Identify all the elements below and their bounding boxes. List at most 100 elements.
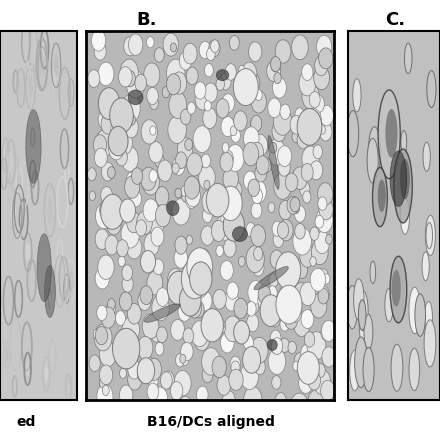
Circle shape	[427, 71, 436, 107]
Circle shape	[308, 371, 320, 390]
Circle shape	[297, 131, 309, 149]
Circle shape	[216, 214, 234, 240]
Circle shape	[107, 214, 121, 235]
Circle shape	[177, 137, 193, 160]
Circle shape	[101, 194, 124, 229]
Circle shape	[137, 358, 154, 384]
Circle shape	[172, 157, 185, 175]
Circle shape	[162, 87, 170, 98]
Circle shape	[271, 340, 280, 354]
Circle shape	[322, 320, 336, 341]
Circle shape	[128, 34, 143, 55]
Circle shape	[280, 338, 290, 352]
Circle shape	[319, 122, 332, 141]
Circle shape	[321, 380, 334, 401]
Circle shape	[144, 63, 160, 87]
Circle shape	[120, 59, 138, 86]
Ellipse shape	[216, 70, 229, 81]
Circle shape	[244, 350, 260, 373]
Circle shape	[297, 109, 322, 145]
Circle shape	[178, 302, 191, 321]
Circle shape	[170, 280, 183, 299]
Circle shape	[211, 220, 226, 242]
Circle shape	[285, 173, 298, 191]
Circle shape	[293, 312, 310, 337]
Circle shape	[311, 294, 327, 318]
Text: B16/DCs aligned: B16/DCs aligned	[147, 415, 275, 429]
Circle shape	[92, 30, 106, 51]
Circle shape	[314, 66, 330, 90]
Circle shape	[172, 163, 179, 174]
Circle shape	[94, 148, 107, 167]
Circle shape	[270, 143, 277, 153]
Circle shape	[271, 57, 281, 72]
Circle shape	[94, 324, 112, 351]
Circle shape	[115, 311, 125, 326]
Circle shape	[202, 367, 213, 383]
Circle shape	[157, 327, 167, 343]
Circle shape	[238, 257, 245, 267]
Circle shape	[230, 182, 242, 199]
Circle shape	[101, 187, 113, 204]
Circle shape	[99, 341, 117, 367]
Circle shape	[148, 373, 158, 388]
Circle shape	[70, 185, 72, 198]
Circle shape	[229, 36, 239, 50]
Circle shape	[238, 66, 245, 74]
Circle shape	[223, 209, 245, 241]
Circle shape	[161, 372, 172, 389]
Circle shape	[249, 42, 262, 62]
Circle shape	[310, 268, 326, 291]
Circle shape	[290, 393, 308, 421]
Circle shape	[359, 300, 366, 330]
Circle shape	[353, 79, 361, 112]
Text: ed: ed	[17, 415, 36, 429]
Circle shape	[118, 256, 125, 267]
Circle shape	[127, 304, 141, 324]
Circle shape	[128, 360, 141, 379]
Circle shape	[278, 146, 292, 167]
Circle shape	[98, 255, 114, 279]
Circle shape	[243, 335, 253, 350]
Circle shape	[368, 127, 381, 176]
Circle shape	[183, 43, 197, 64]
Circle shape	[294, 352, 306, 370]
Circle shape	[178, 396, 192, 417]
Circle shape	[181, 186, 188, 197]
Circle shape	[117, 240, 128, 257]
Circle shape	[278, 286, 291, 306]
Circle shape	[394, 149, 412, 223]
Ellipse shape	[390, 151, 407, 206]
Circle shape	[273, 108, 292, 135]
Circle shape	[304, 332, 315, 347]
Circle shape	[174, 370, 191, 396]
Circle shape	[224, 239, 236, 257]
Circle shape	[221, 117, 235, 137]
Circle shape	[314, 369, 330, 395]
Circle shape	[250, 142, 264, 162]
Circle shape	[227, 282, 238, 299]
Circle shape	[276, 285, 302, 324]
Circle shape	[363, 347, 374, 392]
Circle shape	[6, 348, 8, 362]
Circle shape	[274, 173, 291, 199]
Circle shape	[142, 169, 159, 195]
Ellipse shape	[128, 90, 143, 105]
Circle shape	[240, 363, 259, 389]
Circle shape	[52, 69, 56, 90]
Circle shape	[155, 342, 164, 356]
Circle shape	[128, 369, 142, 390]
Circle shape	[155, 205, 170, 227]
Circle shape	[201, 226, 214, 246]
Circle shape	[301, 345, 312, 361]
Circle shape	[26, 361, 29, 377]
Circle shape	[299, 372, 313, 393]
Circle shape	[251, 115, 262, 132]
Circle shape	[162, 371, 174, 389]
Circle shape	[194, 327, 210, 351]
Circle shape	[316, 363, 325, 378]
Circle shape	[18, 175, 21, 190]
Circle shape	[132, 168, 143, 184]
Circle shape	[230, 356, 241, 372]
Circle shape	[116, 149, 127, 166]
